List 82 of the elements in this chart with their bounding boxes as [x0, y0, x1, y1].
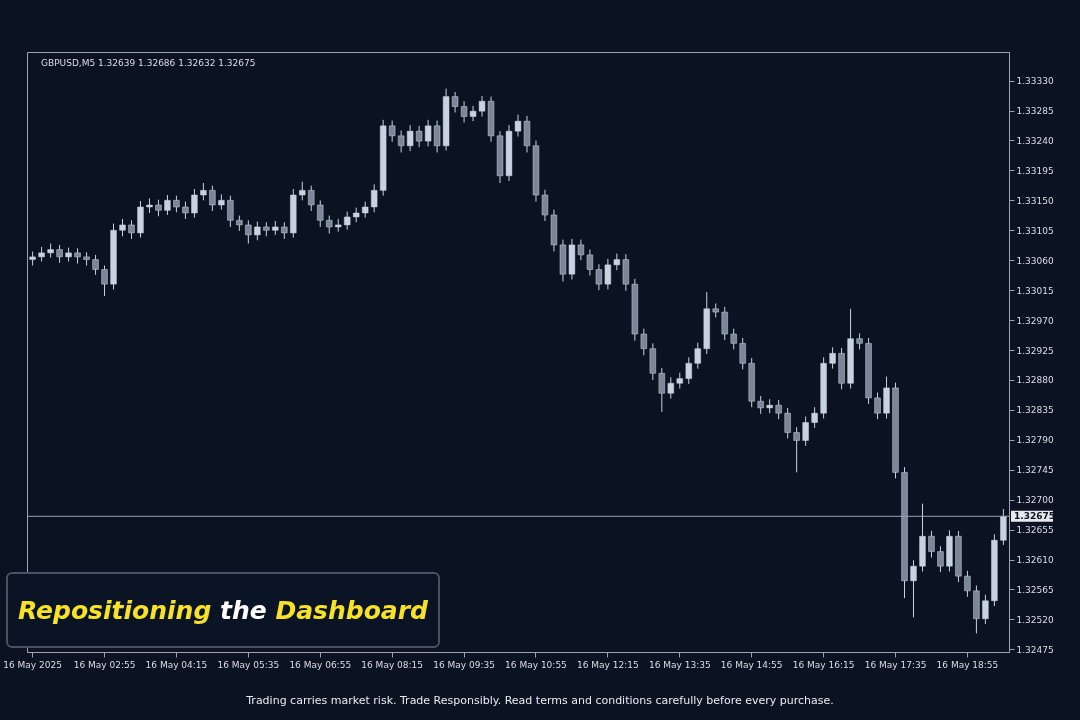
candlestick: [209, 185, 216, 212]
x-tick-label: 16 May 05:35: [217, 659, 280, 670]
candlestick: [1000, 508, 1007, 546]
candlestick: [739, 337, 746, 370]
candlestick: [254, 221, 261, 241]
candlestick: [910, 559, 917, 618]
candlestick: [299, 181, 306, 201]
y-tick-label: 1.32520: [1016, 614, 1054, 625]
candlestick: [640, 328, 648, 356]
y-tick-label: 1.32700: [1016, 495, 1054, 506]
candlestick: [92, 254, 99, 276]
y-tick-label: 1.32745: [1016, 465, 1054, 476]
y-tick-label: 1.33285: [1016, 106, 1054, 117]
candlestick: [308, 185, 315, 212]
candlestick: [128, 219, 135, 240]
annotation: Repositioning the Dashboard: [18, 595, 428, 625]
y-tick-label: 1.32880: [1016, 375, 1054, 386]
candlestick: [388, 120, 396, 143]
caption-box: Repositioning the Dashboard: [6, 572, 440, 648]
candlestick: [937, 545, 944, 573]
x-tick-label: 16 May 08:15: [361, 659, 424, 670]
candlestick: [424, 119, 432, 147]
candlestick: [317, 199, 324, 228]
candlestick: [433, 120, 441, 153]
x-tick-label: 16 May 10:55: [505, 659, 567, 670]
candlestick: [721, 306, 728, 341]
candlestick: [101, 265, 108, 297]
candlestick: [397, 129, 405, 153]
candlestick: [775, 399, 782, 420]
y-tick-label: 1.32970: [1016, 315, 1054, 326]
candlestick: [694, 342, 701, 370]
y-tick-label: 1.33015: [1016, 285, 1054, 296]
x-tick-label: 16 May 16:15: [792, 659, 855, 670]
candlestick: [227, 195, 234, 228]
candlestick: [982, 594, 989, 625]
candlestick: [604, 258, 612, 290]
candlestick: [964, 570, 971, 598]
candlestick: [784, 407, 791, 439]
y-tick-label: 1.32565: [1016, 584, 1054, 595]
candlestick: [415, 125, 423, 148]
x-tick-label: 16 May 14:55: [720, 659, 783, 670]
candlestick: [658, 367, 665, 413]
y-tick-label: 1.32655: [1016, 525, 1054, 536]
candlestick: [793, 426, 800, 473]
y-tick-label: 1.33330: [1016, 76, 1054, 87]
x-tick-label: 16 May 17:35: [864, 659, 927, 670]
text: Trading carries market risk. Trade Responsibly. Read terms and conditions carefully before every purchase.: [245, 694, 835, 707]
candlestick: [595, 263, 603, 291]
x-tick-label: 16 May 12:15: [577, 659, 639, 670]
candlestick: [802, 416, 809, 447]
candlestick: [874, 392, 881, 420]
candlestick: [829, 346, 836, 370]
y-tick-label: 1.33195: [1016, 165, 1054, 176]
x-tick-label: 16 May 09:35: [433, 659, 495, 670]
candlestick: [586, 249, 594, 276]
x-tick-label: 16 May 18:55: [936, 659, 999, 670]
candlestick: [730, 328, 737, 350]
y-tick-label: 1.33240: [1016, 135, 1054, 146]
candlestick: [245, 219, 252, 245]
x-tick-label: 16 May 13:35: [648, 659, 711, 670]
candlestick: [811, 406, 818, 429]
candlestick: [191, 188, 198, 219]
candlestick: [164, 194, 171, 216]
y-tick-label: 1.33105: [1016, 225, 1054, 236]
y-tick-label: 1.32835: [1016, 405, 1054, 416]
text: GBPUSD,M5 1.32639 1.32686 1.32632 1.32675: [41, 58, 256, 68]
y-tick-label: 1.32925: [1016, 345, 1054, 356]
y-tick-label: 1.33150: [1016, 195, 1054, 206]
candlestick: [685, 356, 692, 385]
x-tick-label: 16 May 06:55: [289, 659, 352, 670]
y-tick-label: 1.33060: [1016, 255, 1054, 266]
candlestick: [667, 376, 674, 400]
x-tick-label: 16 May 02:55: [73, 659, 136, 670]
y-tick-label: 1.32610: [1016, 555, 1054, 566]
y-tick-label: 1.32475: [1016, 644, 1054, 655]
x-tick-label: 16 May 04:15: [145, 659, 208, 670]
candlestick: [613, 253, 621, 271]
x-tick-label: 16 May 2025: [3, 659, 62, 670]
y-tick-label: 1.32790: [1016, 435, 1054, 446]
candlestick: [371, 183, 378, 213]
candlestick: [406, 124, 414, 152]
candlestick: [928, 530, 935, 559]
